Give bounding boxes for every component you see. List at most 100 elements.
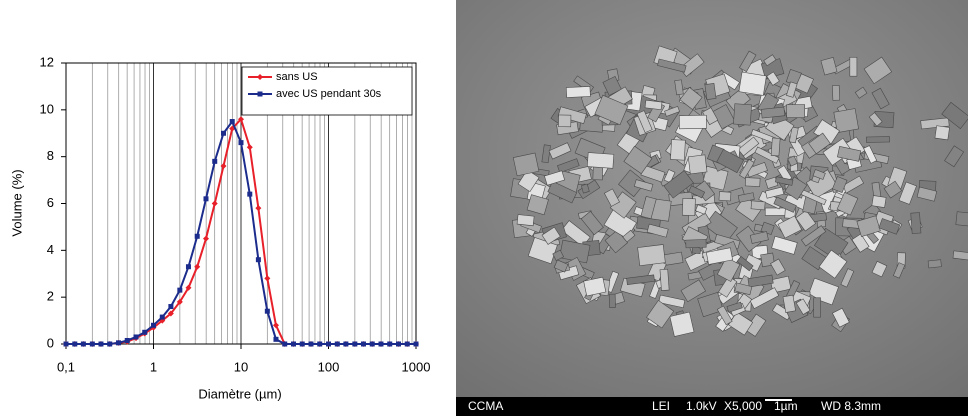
particle xyxy=(594,94,629,126)
particle-cluster xyxy=(510,45,968,337)
particle xyxy=(548,142,572,160)
marker xyxy=(360,341,366,347)
particle xyxy=(770,258,786,276)
particle xyxy=(658,294,686,309)
particle xyxy=(822,137,853,166)
particle xyxy=(669,311,695,337)
particle xyxy=(782,294,796,313)
particle xyxy=(832,176,848,194)
particle xyxy=(622,229,636,243)
particle xyxy=(716,256,741,282)
particle xyxy=(868,112,883,127)
particle xyxy=(580,183,590,194)
marker xyxy=(151,322,156,328)
particle xyxy=(580,210,604,236)
particle xyxy=(603,188,620,207)
particle xyxy=(892,262,906,279)
particle xyxy=(813,297,821,318)
marker xyxy=(387,341,393,347)
marker xyxy=(159,314,165,320)
marker xyxy=(185,264,191,270)
particle xyxy=(657,58,687,73)
particle xyxy=(553,259,569,273)
particle xyxy=(737,192,755,203)
marker xyxy=(378,341,384,347)
marker xyxy=(212,158,218,164)
particle xyxy=(637,244,666,267)
particle xyxy=(832,85,840,101)
marker xyxy=(185,284,192,291)
marker xyxy=(343,341,349,347)
particle xyxy=(737,136,760,157)
marker xyxy=(413,341,419,347)
particle xyxy=(770,137,781,157)
particle xyxy=(836,191,859,216)
marker xyxy=(63,341,69,347)
marker xyxy=(290,341,296,347)
particle xyxy=(604,229,629,254)
particle xyxy=(840,268,855,288)
info-text: WD 8.3mm xyxy=(821,399,881,413)
particle xyxy=(636,110,653,134)
marker xyxy=(396,341,402,347)
particle xyxy=(565,86,591,98)
particle xyxy=(697,291,724,318)
particle xyxy=(626,274,655,285)
particle xyxy=(820,57,838,76)
particle xyxy=(558,114,572,128)
y-tick-label: 10 xyxy=(40,101,54,116)
particle xyxy=(646,299,675,329)
particle xyxy=(955,211,968,227)
y-tick-label: 4 xyxy=(47,242,54,257)
particle xyxy=(679,86,703,110)
particle xyxy=(787,155,798,167)
particle xyxy=(944,145,965,168)
particle xyxy=(556,158,580,174)
particle xyxy=(794,73,814,94)
particle xyxy=(871,87,890,110)
particle xyxy=(716,305,733,326)
marker xyxy=(194,233,200,239)
particle xyxy=(808,132,831,155)
plot-frame xyxy=(65,62,417,345)
particle xyxy=(927,259,942,269)
marker xyxy=(89,341,95,347)
particle xyxy=(871,260,888,278)
marker xyxy=(80,341,86,347)
y-tick-label: 2 xyxy=(47,289,54,304)
particle xyxy=(688,185,706,199)
marker xyxy=(264,308,270,314)
particle xyxy=(734,282,753,296)
marker xyxy=(221,130,227,136)
y-tick-label: 0 xyxy=(47,335,54,350)
marker xyxy=(264,275,271,282)
particle xyxy=(541,226,561,245)
particle xyxy=(910,212,922,234)
marker xyxy=(124,337,130,343)
marker xyxy=(98,341,104,347)
particle xyxy=(685,239,707,249)
particle xyxy=(856,215,881,237)
marker xyxy=(299,341,305,347)
marker xyxy=(317,341,323,347)
marker xyxy=(238,140,244,146)
particle xyxy=(526,194,549,216)
x-tick-label: 1000 xyxy=(402,359,431,374)
particle xyxy=(763,54,777,67)
particle xyxy=(512,152,540,177)
particle xyxy=(664,105,680,117)
particle xyxy=(854,86,868,99)
particle xyxy=(618,169,646,198)
particle xyxy=(878,218,901,235)
marker xyxy=(247,191,253,197)
particle xyxy=(739,50,757,73)
marker xyxy=(352,341,358,347)
particle xyxy=(749,287,780,310)
particle xyxy=(646,223,669,238)
marker xyxy=(238,116,244,123)
marker xyxy=(211,200,218,207)
particle xyxy=(764,186,785,199)
particle xyxy=(728,311,754,336)
particle xyxy=(544,170,566,186)
particle xyxy=(695,204,708,215)
